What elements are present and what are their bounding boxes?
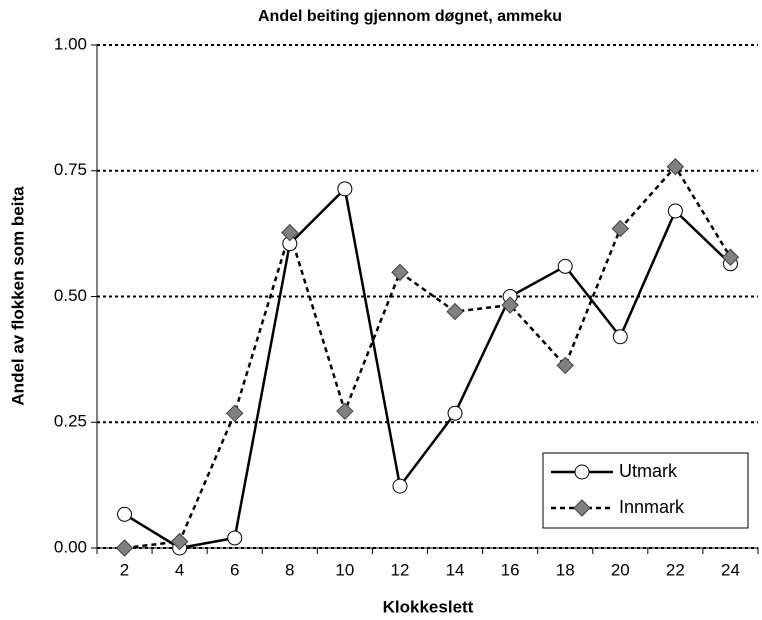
- series-line: [123, 186, 732, 550]
- marker: [612, 329, 628, 345]
- marker: [666, 158, 685, 176]
- chart-title: Andel beiting gjennom døgnet, ammeku: [258, 8, 562, 25]
- x-tick-label: 14: [446, 560, 465, 579]
- y-tick-label: 0.75: [54, 160, 87, 179]
- y-tick-label: 0.50: [54, 286, 87, 305]
- y-tick-label: 0.00: [54, 537, 87, 556]
- x-tick-label: 4: [175, 560, 184, 579]
- legend-box: [542, 452, 749, 529]
- marker: [501, 296, 519, 314]
- marker: [337, 181, 353, 197]
- marker: [170, 532, 189, 551]
- marker: [574, 464, 590, 480]
- marker: [115, 539, 134, 557]
- x-tick-label: 24: [721, 560, 740, 579]
- marker: [117, 506, 133, 522]
- y-axis-label: Andel av flokken som beita: [8, 186, 27, 406]
- x-tick-label: 20: [611, 560, 630, 579]
- marker: [573, 499, 591, 517]
- marker: [281, 223, 299, 242]
- marker: [447, 405, 463, 421]
- x-tick-label: 12: [390, 560, 409, 579]
- x-tick-label: 22: [666, 560, 685, 579]
- marker: [446, 302, 464, 321]
- marker: [611, 219, 629, 238]
- y-tick-label: 0.25: [54, 412, 87, 431]
- marker: [391, 263, 409, 282]
- marker: [556, 356, 574, 375]
- legend-label: Utmark: [619, 461, 678, 481]
- x-tick-label: 2: [120, 560, 129, 579]
- marker: [227, 530, 243, 546]
- x-tick-label: 10: [335, 560, 354, 579]
- x-tick-label: 18: [556, 560, 575, 579]
- series-line: [124, 164, 732, 550]
- x-axis-label: Klokkeslett: [383, 597, 474, 616]
- marker: [226, 404, 244, 422]
- x-tick-label: 8: [285, 560, 294, 579]
- marker: [336, 402, 354, 420]
- x-tick-label: 6: [230, 560, 239, 579]
- marker: [557, 258, 573, 274]
- x-tick-label: 16: [501, 560, 520, 579]
- marker: [667, 203, 683, 219]
- marker: [392, 478, 408, 494]
- legend-label: Innmark: [619, 497, 685, 517]
- y-tick-label: 1.00: [54, 34, 87, 53]
- marker: [721, 248, 740, 266]
